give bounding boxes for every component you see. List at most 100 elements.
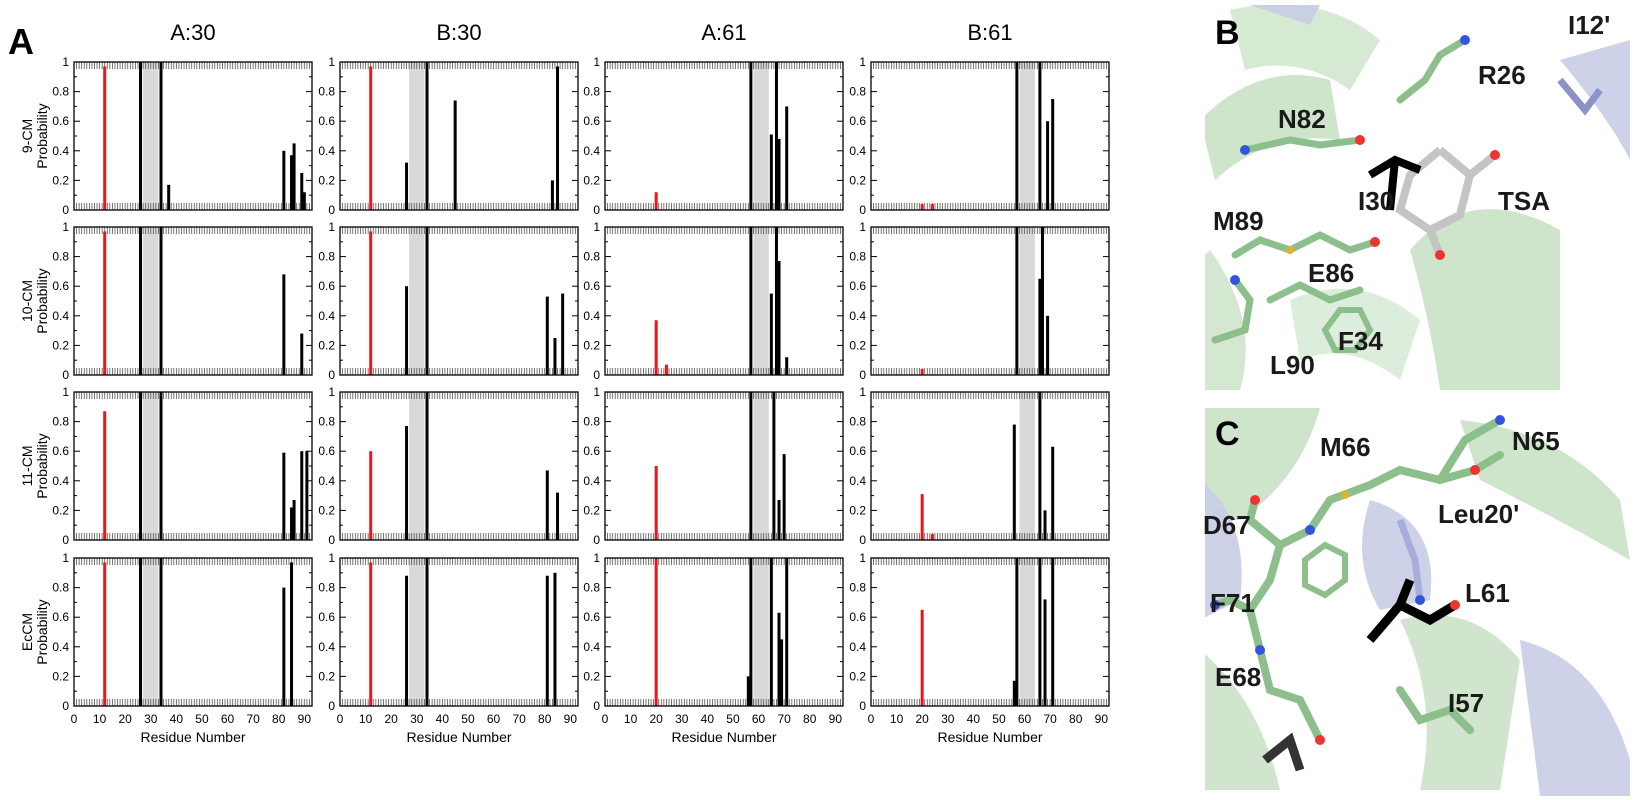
chart-panel-a-30-11-cm: 0 0.2 0.4 0.6 0.8 1 11-CM Probability — [19, 385, 313, 547]
bar-black — [1012, 424, 1016, 540]
bar-black — [292, 500, 296, 540]
bar-black — [1015, 558, 1019, 706]
label-i57: I57 — [1448, 688, 1484, 718]
y-tick-label: 0.2 — [849, 503, 866, 517]
y-tick-label: 0.8 — [52, 85, 69, 99]
chart-panel-b-61-10-cm: 0 0.2 0.4 0.6 0.8 1 — [849, 220, 1110, 382]
bar-black — [769, 558, 773, 706]
y-tick-label: 0.4 — [52, 144, 69, 158]
structure-panel-c: C N65 M66 Leu20' D67 L61 F71 E68 I57 — [1203, 408, 1630, 796]
x-tick-label: 10 — [624, 712, 638, 726]
y-tick-label: 0.2 — [583, 503, 600, 517]
x-tick-label: 70 — [1043, 712, 1057, 726]
bar-black — [749, 62, 753, 210]
y-tick-label: 0.2 — [318, 173, 335, 187]
bar-black — [139, 227, 143, 375]
bar-black — [159, 558, 163, 706]
x-tick-label: 90 — [1095, 712, 1109, 726]
x-tick-label: 0 — [337, 712, 344, 726]
x-tick-label: 90 — [298, 712, 312, 726]
y-tick-label: 0.4 — [849, 309, 866, 323]
bar-black — [1038, 558, 1042, 706]
y-tick-label: 0.2 — [849, 173, 866, 187]
y-tick-label: 0.8 — [318, 415, 335, 429]
bar-red — [103, 231, 107, 375]
bar-black — [556, 66, 560, 210]
bar-black — [772, 392, 776, 540]
plot-frame — [870, 557, 1110, 707]
bar-black — [1038, 278, 1042, 375]
panel-a-grid: 00.20.40.60.81A:309-CM Probability00.20.4… — [19, 20, 1110, 745]
y-tick-label: 0.6 — [849, 279, 866, 293]
plot-frame — [73, 226, 313, 376]
bar-black — [300, 173, 304, 210]
bar-black — [292, 143, 296, 210]
bar-black — [769, 134, 773, 210]
y-tick-label: 0 — [62, 203, 69, 217]
y-tick-label: 0.4 — [849, 474, 866, 488]
panel-c-letter: C — [1215, 415, 1240, 453]
y-tick-label: 0.2 — [583, 669, 600, 683]
y-tick-label: 0.2 — [52, 338, 69, 352]
bar-black — [553, 338, 557, 375]
bar-black — [782, 454, 786, 540]
bar-black — [1015, 62, 1019, 210]
plot-frame — [870, 61, 1110, 211]
y-tick-label: 0 — [859, 368, 866, 382]
shaded-region — [753, 392, 769, 540]
bar-black — [785, 357, 789, 375]
y-tick-label: 1 — [328, 55, 335, 69]
structure-b-rendering — [1205, 5, 1630, 390]
plot-frame — [73, 557, 313, 707]
y-tick-label: 0 — [62, 368, 69, 382]
y-tick-label: 0.2 — [52, 173, 69, 187]
bar-black — [405, 162, 409, 210]
bar-black — [1038, 392, 1042, 540]
label-tsa: TSA — [1498, 186, 1550, 216]
y-tick-label: 0.8 — [52, 415, 69, 429]
y-tick-label: 0.2 — [52, 503, 69, 517]
x-tick-label: 60 — [221, 712, 235, 726]
x-tick-label: 50 — [992, 712, 1006, 726]
bar-black — [545, 470, 549, 540]
y-tick-label: 0.2 — [849, 338, 866, 352]
shaded-region — [1019, 227, 1035, 375]
bar-black — [777, 612, 781, 706]
y-tick-label: 0 — [593, 368, 600, 382]
x-axis-label: Residue Number — [140, 729, 245, 745]
bar-red — [664, 364, 668, 375]
bar-black — [405, 286, 409, 375]
bar-black — [302, 192, 306, 210]
bar-black — [1051, 558, 1055, 706]
plot-frame — [339, 61, 579, 211]
y-tick-label: 0.2 — [318, 338, 335, 352]
bar-black — [282, 274, 286, 375]
plot-frame — [604, 61, 844, 211]
y-tick-label: 0.6 — [849, 444, 866, 458]
bar-red — [930, 204, 934, 210]
bar-black — [749, 227, 753, 375]
bar-black — [159, 392, 163, 540]
chart-panel-b-30-9-cm: 0 0.2 0.4 0.6 0.8 1 B:30 — [318, 20, 579, 217]
label-f71: F71 — [1210, 588, 1255, 618]
y-tick-label: 0 — [859, 533, 866, 547]
x-tick-label: 40 — [967, 712, 981, 726]
label-r26: R26 — [1478, 60, 1526, 90]
bar-red — [920, 204, 924, 210]
x-tick-label: 60 — [487, 712, 501, 726]
bar-black — [425, 227, 429, 375]
x-tick-label: 20 — [119, 712, 133, 726]
bar-black — [290, 507, 294, 540]
bar-black — [561, 293, 565, 375]
bar-black — [785, 558, 789, 706]
shaded-region — [409, 62, 425, 210]
x-tick-label: 60 — [1018, 712, 1032, 726]
y-tick-label: 0.8 — [52, 581, 69, 595]
y-tick-label: 0.8 — [52, 250, 69, 264]
y-tick-label: 0.6 — [583, 114, 600, 128]
bar-red — [654, 192, 658, 210]
bar-black — [777, 261, 781, 375]
bar-black — [139, 62, 143, 210]
bar-red — [920, 369, 924, 375]
x-tick-label: 80 — [272, 712, 286, 726]
